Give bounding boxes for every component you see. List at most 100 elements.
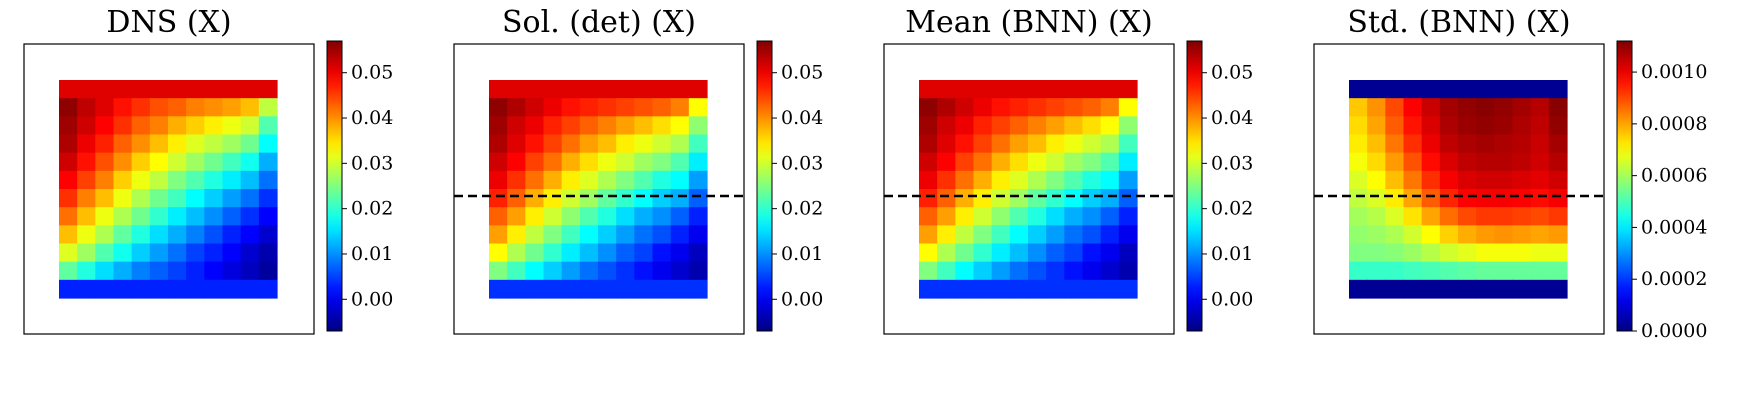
heatmap-cell <box>204 134 224 154</box>
heatmap-cell <box>525 279 545 299</box>
heatmap-cell <box>973 134 993 154</box>
heatmap-cell <box>168 80 187 99</box>
heatmap-cell <box>1046 98 1065 117</box>
heatmap-cell <box>507 189 526 208</box>
heatmap-cell <box>1064 279 1084 299</box>
heatmap-cell <box>1082 170 1102 190</box>
heatmap-cell <box>131 170 151 190</box>
heatmap-cell <box>919 279 938 299</box>
heatmap <box>919 80 1138 299</box>
heatmap-cell <box>168 243 187 263</box>
heatmap-cell <box>1028 134 1047 154</box>
heatmap-cell <box>131 243 151 263</box>
heatmap-cell <box>131 98 151 117</box>
heatmap-cell <box>1494 170 1514 190</box>
colorbar-tick-label: 0.0002 <box>1641 268 1707 290</box>
heatmap-cell <box>1548 261 1568 281</box>
heatmap-cell <box>1100 152 1120 172</box>
heatmap-cell <box>95 80 115 99</box>
heatmap-cell <box>1100 243 1120 263</box>
panel-2: Sol. (det) (X) 0.00 0.01 0.02 0.03 0.04 0.05 <box>453 5 823 335</box>
heatmap-cell <box>222 243 242 263</box>
heatmap-cell <box>955 189 975 208</box>
heatmap-cell <box>955 80 975 99</box>
heatmap-cell <box>598 134 617 154</box>
colorbar-tick-label: 0.0000 <box>1641 320 1707 342</box>
heatmap-cell <box>598 80 617 99</box>
colorbar-tick-label: 0.05 <box>781 62 823 84</box>
heatmap-cell <box>1009 261 1029 281</box>
heatmap-cell <box>973 152 993 172</box>
heatmap-cell <box>1385 261 1405 281</box>
heatmap-cell <box>1494 98 1514 117</box>
heatmap-cell <box>1439 207 1459 226</box>
heatmap-cell <box>77 279 96 299</box>
heatmap-cell <box>616 134 635 154</box>
heatmap-cell <box>1064 170 1084 190</box>
heatmap-cell <box>507 225 526 245</box>
heatmap-cell <box>1476 134 1495 154</box>
heatmap-cell <box>1548 134 1568 154</box>
colorbar-tick-label: 0.0008 <box>1641 113 1707 135</box>
heatmap-cell <box>77 261 96 281</box>
heatmap-cell <box>543 261 563 281</box>
heatmap-cell <box>222 279 242 299</box>
heatmap-cell <box>525 207 545 226</box>
heatmap-cell <box>561 116 581 136</box>
heatmap-cell <box>1064 98 1084 117</box>
heatmap-cell <box>973 225 993 245</box>
heatmap-cell <box>634 116 654 136</box>
heatmap-cell <box>1476 170 1495 190</box>
heatmap-cell <box>561 225 581 245</box>
heatmap-cell <box>1009 225 1029 245</box>
heatmap-cell <box>634 261 654 281</box>
heatmap-cell <box>973 80 993 99</box>
heatmap-cell <box>1009 243 1029 263</box>
heatmap-cell <box>186 116 205 136</box>
heatmap-cell <box>1028 225 1047 245</box>
heatmap-cell <box>1100 116 1120 136</box>
heatmap-cell <box>598 170 617 190</box>
heatmap-cell <box>688 116 708 136</box>
heatmap-cell <box>561 98 581 117</box>
heatmap-cell <box>1512 152 1532 172</box>
heatmap-cell <box>1064 80 1084 99</box>
heatmap-cell <box>1458 207 1477 226</box>
heatmap-cell <box>95 116 115 136</box>
heatmap-cell <box>1421 134 1441 154</box>
heatmap-cell <box>1100 170 1120 190</box>
heatmap-cell <box>59 116 78 136</box>
heatmap-cell <box>1118 152 1138 172</box>
heatmap-cell <box>1028 152 1047 172</box>
heatmap-cell <box>1476 225 1495 245</box>
heatmap-cell <box>561 207 581 226</box>
heatmap-cell <box>59 189 78 208</box>
heatmap-cell <box>598 116 617 136</box>
heatmap-cell <box>204 243 224 263</box>
panel-4: Std. (BNN) (X) 0.0000 0.0002 0.0004 0.0006 0.… <box>1313 5 1707 342</box>
heatmap-cell <box>222 207 242 226</box>
heatmap-cell <box>525 225 545 245</box>
heatmap-cell <box>1421 207 1441 226</box>
heatmap-cell <box>543 279 563 299</box>
heatmap-cell <box>204 225 224 245</box>
heatmap-cell <box>1385 279 1405 299</box>
heatmap-cell <box>991 170 1011 190</box>
heatmap-cell <box>670 243 690 263</box>
heatmap-cell <box>543 207 563 226</box>
heatmap-cell <box>937 189 956 208</box>
heatmap-cell <box>579 207 599 226</box>
heatmap-cell <box>543 243 563 263</box>
heatmap-cell <box>1028 207 1047 226</box>
heatmap-cell <box>258 189 278 208</box>
heatmap-cell <box>652 80 672 99</box>
heatmap-cell <box>670 80 690 99</box>
heatmap-cell <box>149 225 169 245</box>
heatmap-cell <box>937 243 956 263</box>
heatmap-cell <box>168 207 187 226</box>
heatmap-cell <box>149 134 169 154</box>
heatmap-cell <box>149 261 169 281</box>
heatmap-cell <box>1512 225 1532 245</box>
heatmap-cell <box>1476 116 1495 136</box>
heatmap-cell <box>543 134 563 154</box>
